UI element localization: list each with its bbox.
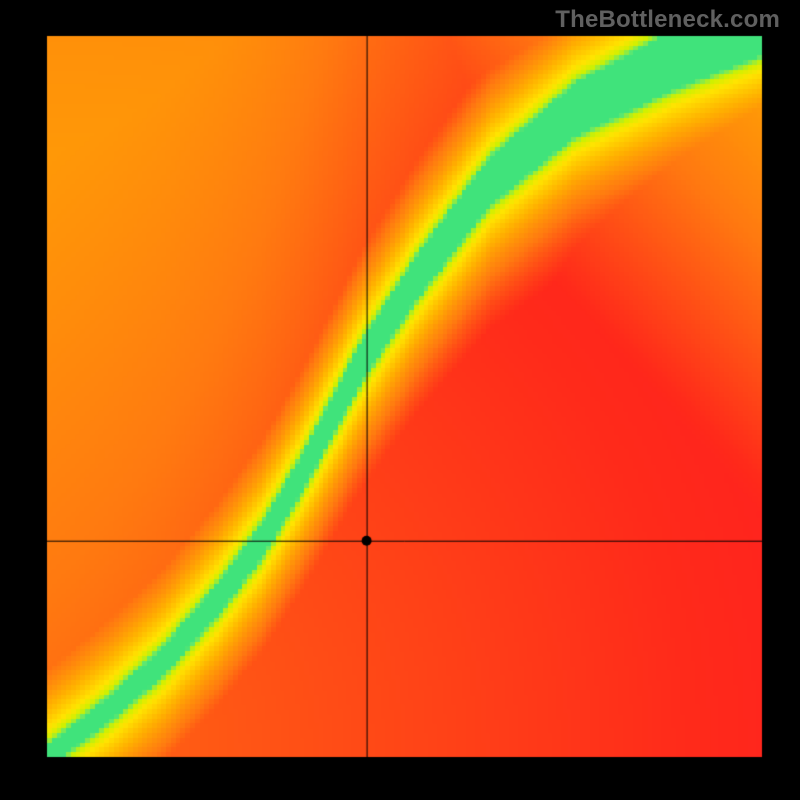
- chart-container: TheBottleneck.com: [0, 0, 800, 800]
- watermark-text: TheBottleneck.com: [555, 6, 780, 34]
- bottleneck-heatmap: [0, 0, 800, 800]
